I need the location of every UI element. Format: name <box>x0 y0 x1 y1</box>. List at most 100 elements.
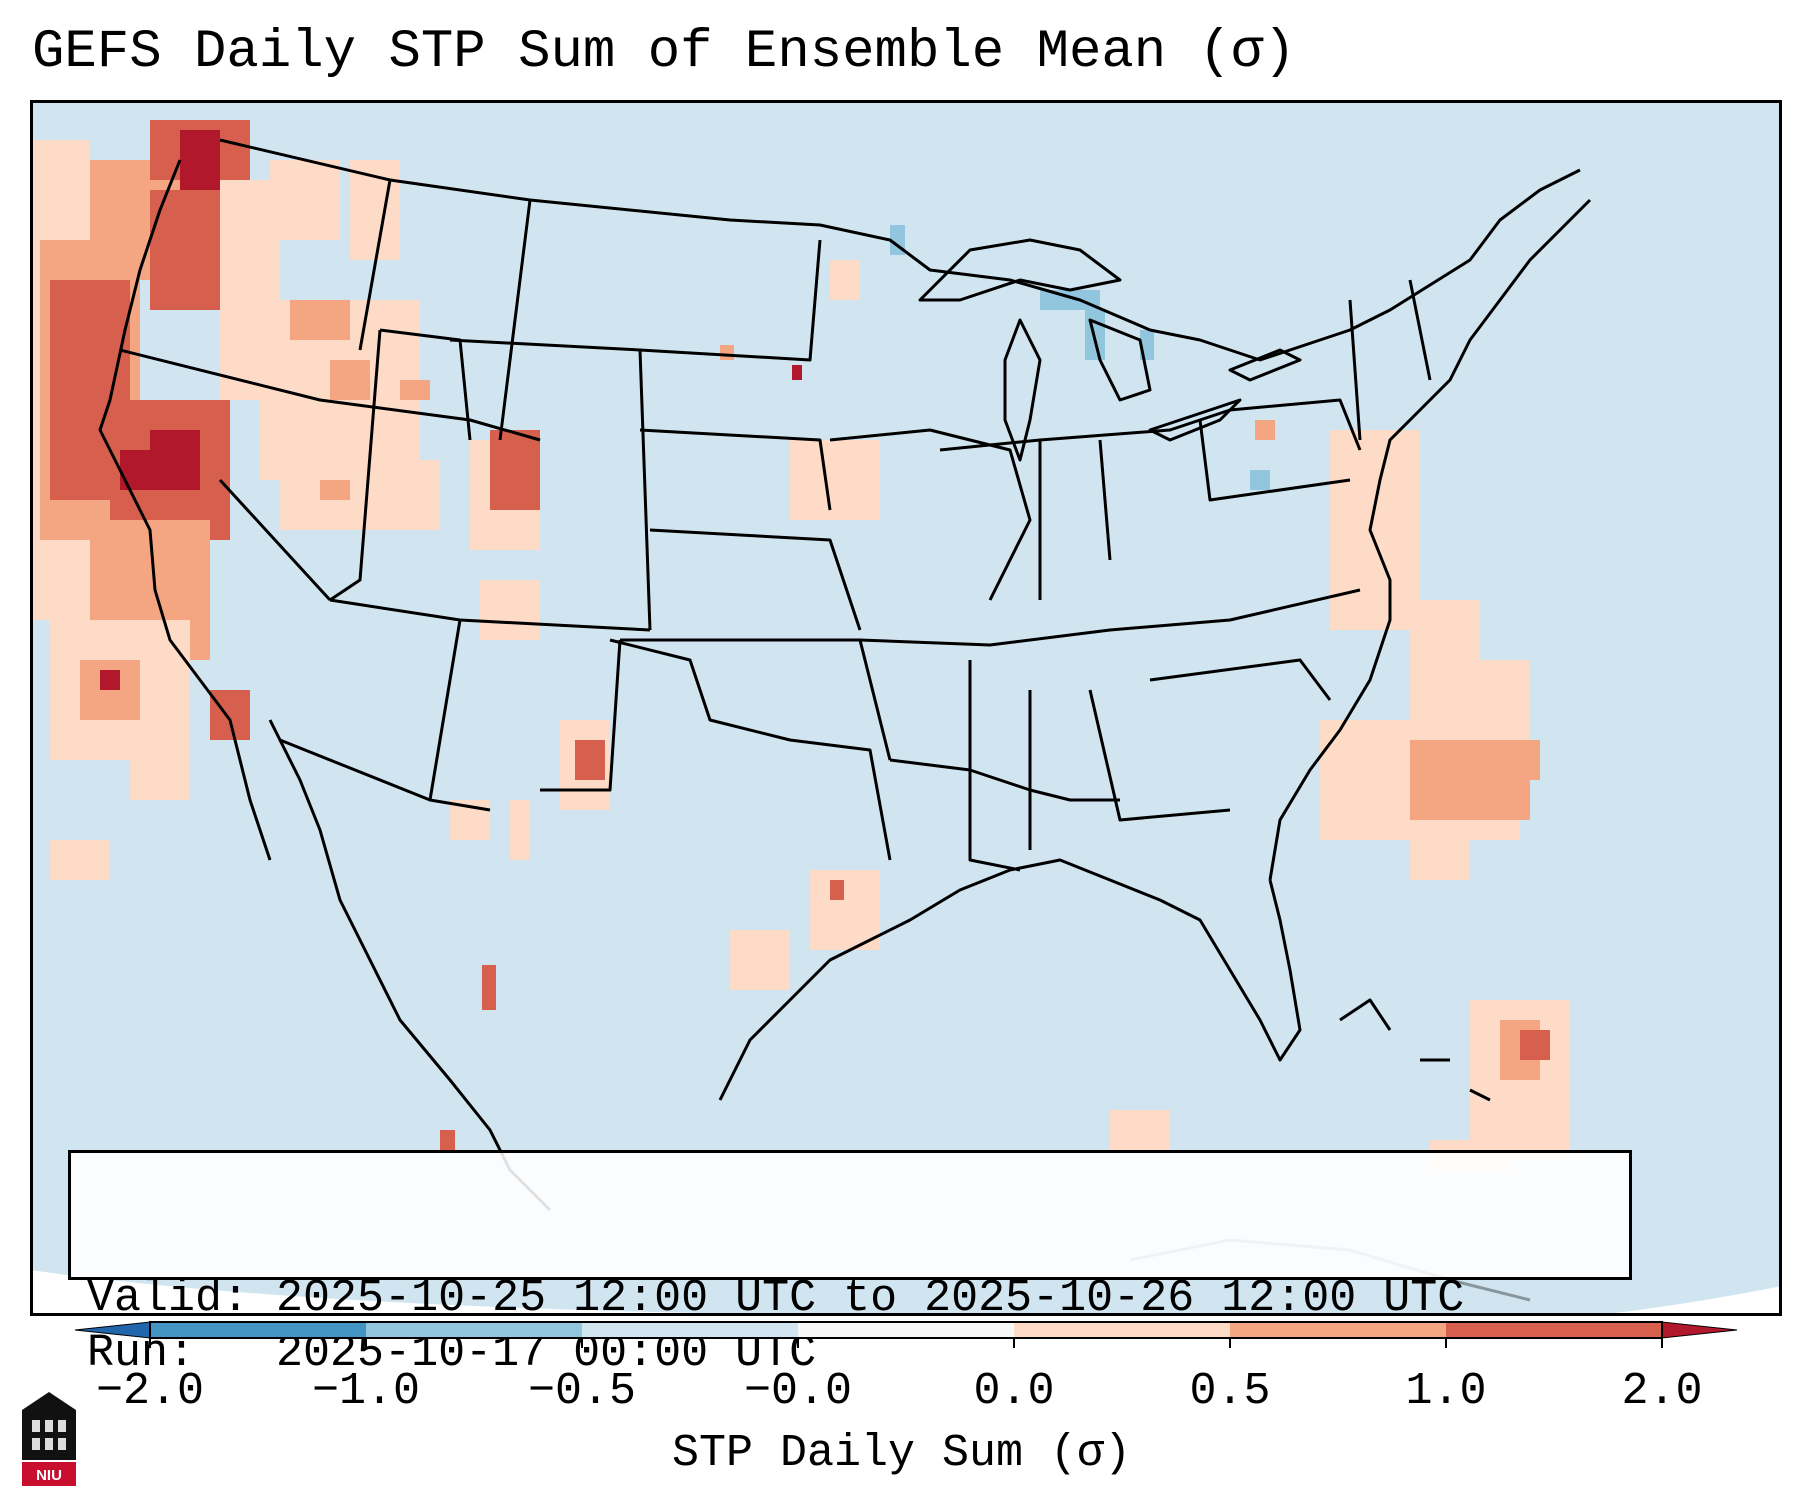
state-lines <box>639 428 832 511</box>
valid-label: Valid: <box>87 1273 250 1324</box>
stp-cell-mid <box>290 300 350 340</box>
stp-cell-max <box>120 450 150 490</box>
stp-cell-mid <box>490 430 540 510</box>
valid-run-info-box: Valid: 2025-10-25 12:00 UTC to 2025-10-2… <box>68 1150 1632 1379</box>
colorbar-extend-high <box>1661 1321 1738 1339</box>
stp-cell-low <box>790 440 880 520</box>
stp-cell-high <box>575 740 605 780</box>
colorbar <box>74 1321 1738 1348</box>
valid-line: Valid: 2025-10-25 12:00 UTC to 2025-10-2… <box>87 1271 1613 1326</box>
stp-cell-low <box>50 840 110 880</box>
state-lines <box>968 660 1021 872</box>
colorbar-bin <box>366 1322 583 1338</box>
gulf-coastline <box>718 858 1302 1101</box>
stp-cell-mid <box>1500 740 1540 780</box>
stp-cell-low <box>1330 430 1420 630</box>
state-lines <box>859 588 1361 647</box>
stp-cell-mid <box>1255 420 1275 440</box>
stp-cell-high <box>1520 1030 1550 1060</box>
colorbar-tick-label: 1.0 <box>1405 1366 1487 1417</box>
lake-huron <box>1088 318 1152 402</box>
colorbar-ticks <box>149 1338 1663 1348</box>
state-lines <box>1088 689 1231 822</box>
west-coastline <box>98 159 272 861</box>
state-lines <box>119 348 541 442</box>
stp-cell-mid <box>400 380 430 400</box>
stp-cell-mid <box>330 360 370 400</box>
colorbar-tick-label: −1.0 <box>311 1366 421 1417</box>
state-lines <box>649 528 862 631</box>
lake-superior <box>918 238 1122 302</box>
colorbar-bin <box>150 1322 367 1338</box>
stp-cell-low <box>510 800 530 860</box>
projection-edge-area <box>1590 1286 1782 1316</box>
atlantic-coastline <box>1268 198 1592 881</box>
lake-michigan <box>1003 318 1042 462</box>
stp-cell-low <box>810 870 880 950</box>
stp-cell-high <box>830 880 844 900</box>
colorbar-outline <box>149 1321 1663 1339</box>
stp-cell-low <box>270 160 340 240</box>
state-lines <box>218 478 332 602</box>
stp-cell-low <box>130 740 190 800</box>
lake-ontario <box>1228 348 1302 382</box>
stp-cell-low <box>830 260 860 300</box>
stp-cell-low <box>1470 660 1530 740</box>
niu-logo: NIU <box>22 1392 76 1486</box>
stp-map <box>30 100 1782 1316</box>
valid-value: 2025-10-25 12:00 UTC to 2025-10-26 12:00… <box>276 1273 1465 1324</box>
stp-cell-low <box>730 930 790 990</box>
stp-cell-mid <box>210 690 250 740</box>
state-lines <box>609 638 892 861</box>
colorbar-tick-label: −2.0 <box>95 1366 205 1417</box>
projection-edge-area <box>30 1270 910 1316</box>
colorbar-bin <box>582 1322 799 1338</box>
colorbar-tick-label: 0.5 <box>1189 1366 1271 1417</box>
state-lines <box>1149 658 1332 701</box>
colorbar-extend-low <box>74 1321 151 1339</box>
state-lines <box>1098 439 1112 561</box>
stp-cell-high <box>482 965 496 1010</box>
colorbar-bin <box>1230 1322 1447 1338</box>
state-lines <box>540 639 622 792</box>
state-lines <box>1348 299 1362 441</box>
stp-cell-max <box>150 430 200 490</box>
colorbar-tick-label: −0.0 <box>743 1366 853 1417</box>
colorbar-bin <box>1446 1322 1663 1338</box>
stp-cell-neg <box>1250 470 1270 490</box>
state-lines <box>1198 419 1351 502</box>
stp-cell-mid <box>320 480 350 500</box>
state-lines <box>358 179 392 351</box>
stp-cell-high <box>440 1130 455 1150</box>
stp-cell-low <box>1410 600 1480 730</box>
us-canada-border <box>219 138 1581 362</box>
colorbar-tick-label: 2.0 <box>1621 1366 1703 1417</box>
svg-text:NIU: NIU <box>36 1467 62 1484</box>
stp-cell-mid <box>720 345 734 360</box>
stp-cell-low <box>1410 840 1470 880</box>
state-lines <box>1408 279 1432 381</box>
colorbar-bins <box>150 1322 1663 1338</box>
stp-cell-low <box>480 580 540 640</box>
stp-cell-max <box>792 365 802 380</box>
colorbar-bin <box>798 1322 1015 1338</box>
lake-erie <box>1148 398 1242 442</box>
stp-cell-low <box>1110 1110 1170 1150</box>
stp-cell-max <box>180 130 220 190</box>
state-lines <box>279 738 431 802</box>
colorbar-bin <box>1014 1322 1231 1338</box>
map-panel <box>30 100 1782 1316</box>
state-lines <box>639 239 822 362</box>
map-border <box>30 100 1782 1316</box>
colorbar-label: STP Daily Sum (σ) <box>671 1428 1132 1479</box>
state-lines <box>498 199 532 441</box>
stp-cell-max <box>100 670 120 690</box>
state-lines <box>829 428 1032 601</box>
stp-cell-neg <box>1040 290 1100 310</box>
colorbar-tick-label: −0.5 <box>527 1366 637 1417</box>
colorbar-tick-label: 0.0 <box>973 1366 1055 1417</box>
state-lines <box>329 329 382 602</box>
bahamas-islands <box>1339 998 1491 1102</box>
stp-cell-low <box>360 460 440 530</box>
page-title: GEFS Daily STP Sum of Ensemble Mean (σ) <box>32 22 1296 83</box>
